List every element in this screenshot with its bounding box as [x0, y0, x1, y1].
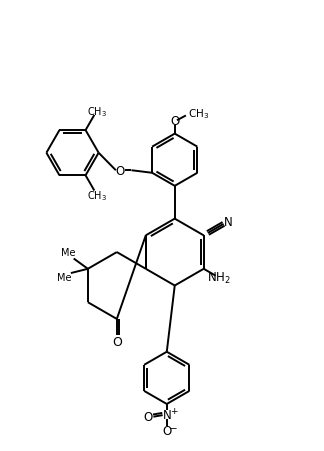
Text: N: N: [162, 408, 171, 421]
Text: O: O: [116, 164, 125, 177]
Text: CH$_3$: CH$_3$: [87, 189, 107, 202]
Text: −: −: [169, 423, 178, 433]
Text: CH$_3$: CH$_3$: [188, 107, 209, 120]
Text: N: N: [224, 215, 233, 228]
Text: O: O: [112, 336, 122, 349]
Text: +: +: [170, 405, 178, 414]
Text: O: O: [144, 410, 153, 423]
Text: O: O: [170, 115, 179, 128]
Text: NH$_2$: NH$_2$: [207, 271, 231, 285]
Text: Me: Me: [61, 248, 76, 258]
Text: Me: Me: [57, 272, 71, 282]
Text: O: O: [162, 424, 171, 437]
Text: CH$_3$: CH$_3$: [87, 105, 107, 119]
